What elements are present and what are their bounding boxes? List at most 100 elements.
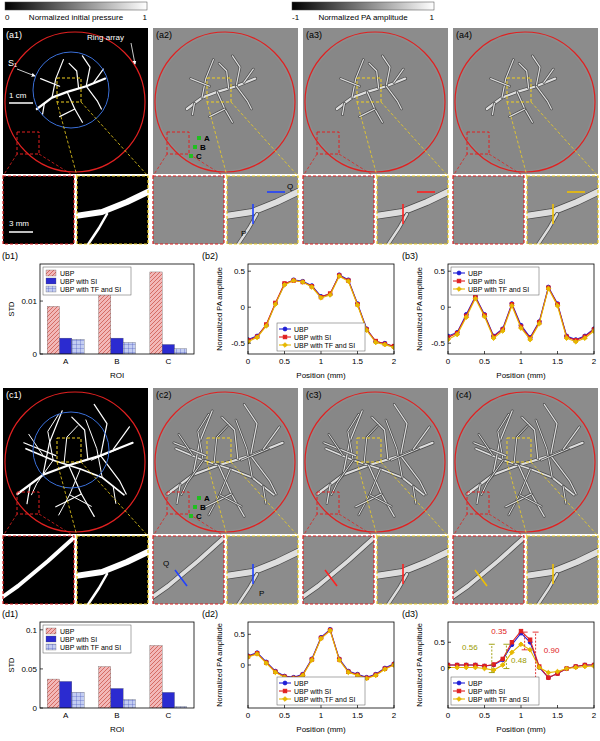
- line: [248, 276, 394, 347]
- data-point: [501, 657, 504, 660]
- plot-background: [40, 264, 194, 354]
- inset: [3, 536, 74, 604]
- vessel: [176, 449, 274, 495]
- vessel: [263, 486, 266, 503]
- vessel: [467, 443, 582, 494]
- profile-line: [567, 191, 585, 193]
- chart: 00.050.1(d1)STDROIABCUBPUBP with SIUBP w…: [2, 609, 194, 734]
- vessel: [214, 426, 228, 463]
- roi-marker: [197, 136, 201, 140]
- profile-line: [402, 204, 404, 224]
- chart: -0.500.5(b2)Normalized PA amplitudePosit…: [202, 251, 397, 380]
- data-point: [301, 280, 304, 283]
- legend-swatch: [46, 270, 56, 276]
- vessel-edge: [527, 190, 598, 216]
- vessel: [220, 495, 242, 507]
- data-point: [519, 642, 524, 647]
- roi-label: C: [196, 152, 202, 161]
- data-point: [500, 329, 505, 334]
- legend-marker: [457, 681, 461, 685]
- vessel: [482, 460, 504, 495]
- y-tick: [248, 307, 251, 308]
- panel-label: (b1): [2, 251, 18, 261]
- ring-array: [305, 32, 445, 172]
- plot-background: [248, 622, 394, 708]
- bar: [150, 645, 162, 708]
- arrow: [131, 43, 135, 64]
- panel-label: (d1): [2, 609, 18, 619]
- connector: [339, 514, 374, 536]
- x-axis-label: Position (mm): [296, 725, 346, 734]
- y-tick: [40, 629, 43, 630]
- x-tick: [557, 705, 558, 708]
- vessel-edge: [343, 103, 345, 114]
- connector: [381, 102, 448, 176]
- colorbar-title: Normalized initial pressure: [29, 13, 124, 22]
- colorbar-min: 0: [5, 13, 10, 22]
- annotation-bracket: [535, 632, 536, 678]
- vessel-edge: [477, 484, 480, 503]
- vessel: [327, 484, 330, 503]
- vessel: [227, 550, 298, 576]
- y-tick: [248, 271, 251, 272]
- plot-background: [248, 264, 394, 354]
- vessel-edge: [177, 484, 180, 503]
- data-point: [500, 663, 505, 668]
- inset: [77, 176, 148, 244]
- roi-box: [17, 492, 39, 514]
- vessel: [387, 574, 407, 604]
- inset-frame: [303, 176, 374, 244]
- plot-frame: [448, 264, 594, 354]
- vessel: [377, 190, 448, 216]
- vessel: [502, 60, 513, 98]
- vessel: [343, 103, 345, 114]
- inset-frame: [377, 536, 448, 604]
- data-point: [273, 302, 278, 307]
- inset: [377, 176, 448, 244]
- profile-label: Q: [163, 559, 169, 568]
- vessel: [337, 79, 405, 109]
- line: [248, 276, 394, 347]
- x-tick: [321, 351, 322, 354]
- vessel: [332, 460, 354, 495]
- connector: [489, 154, 524, 176]
- data-point: [455, 332, 460, 337]
- data-point: [346, 670, 351, 675]
- vessel: [367, 92, 382, 122]
- data-point: [565, 667, 568, 670]
- inset-frame: [453, 176, 524, 244]
- vessel-edge: [391, 449, 418, 461]
- data-point: [300, 280, 305, 285]
- vessel-edge: [153, 536, 224, 598]
- recon-area: [307, 394, 443, 530]
- legend-marker: [457, 689, 460, 692]
- connector: [189, 514, 224, 536]
- legend-label: UBP: [294, 326, 309, 333]
- vessel: [537, 214, 557, 244]
- colorbar-max: 1: [430, 13, 435, 22]
- vessel: [352, 60, 363, 98]
- plot-background: [40, 622, 194, 708]
- inset-scale-label: 3 mm: [9, 219, 29, 228]
- y-tick-label: 0.1: [26, 626, 38, 635]
- vessel: [386, 420, 402, 478]
- y-tick-label: 0.05: [21, 665, 37, 674]
- zoom-box: [57, 438, 81, 462]
- x-tick-label: 1.5: [352, 711, 364, 720]
- image-panel: (c4): [451, 388, 600, 606]
- legend: UBPUBP with SIUBP with TF and SI: [43, 267, 131, 295]
- x-axis-label: ROI: [110, 371, 124, 380]
- colorbar-max: 1: [143, 13, 148, 22]
- plot-data: [248, 627, 394, 680]
- y-axis-label: Normalized PA amplitude: [415, 267, 424, 351]
- vessel: [69, 63, 79, 88]
- vessel-edge: [176, 449, 274, 495]
- legend-marker: [283, 697, 288, 702]
- annotation-bracket: [491, 644, 492, 672]
- annotation-cap: [533, 632, 539, 633]
- roi-box: [317, 492, 339, 514]
- inset: [527, 176, 598, 244]
- legend-box: [451, 267, 539, 295]
- data-point: [291, 278, 296, 283]
- inset-frame: [377, 176, 448, 244]
